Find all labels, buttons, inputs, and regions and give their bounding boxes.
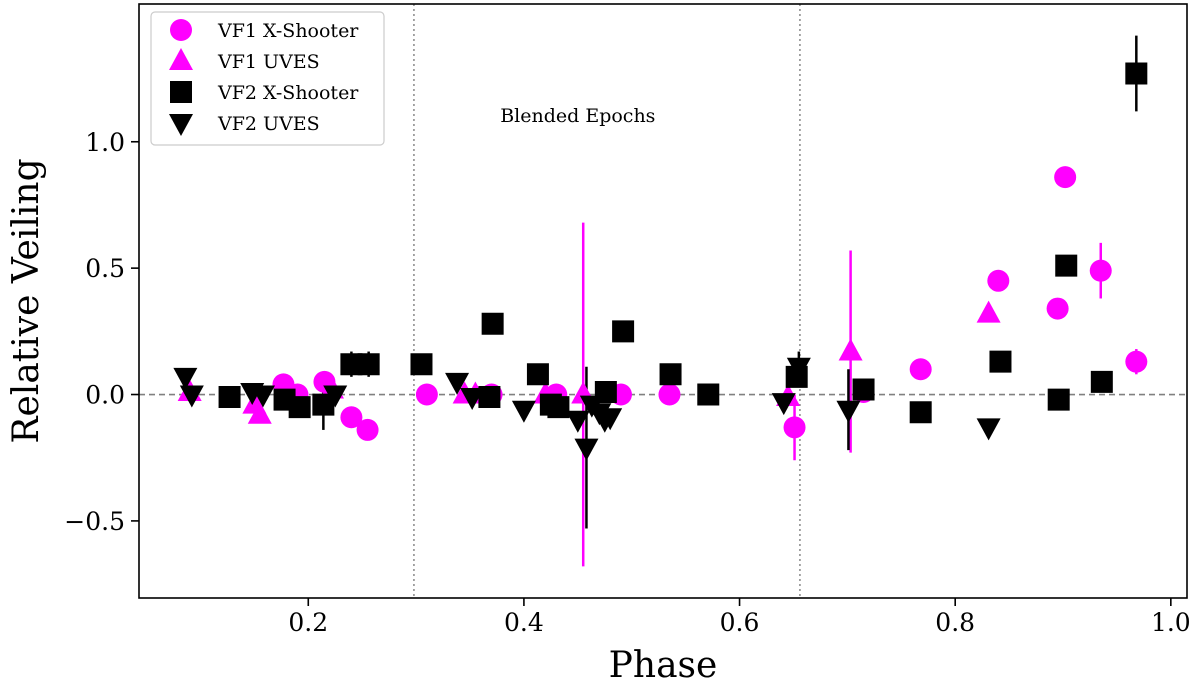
vf2-uves-point bbox=[574, 438, 599, 461]
vf2-uves-point bbox=[179, 385, 204, 408]
legend-marker bbox=[169, 114, 193, 136]
vf2-x-shooter-point bbox=[1055, 254, 1078, 277]
vf1-uves-point bbox=[838, 338, 863, 361]
vf2-x-shooter-point bbox=[909, 401, 932, 424]
vf2-x-shooter-point bbox=[697, 383, 720, 406]
vf2-uves-point bbox=[786, 357, 811, 380]
vf2-x-shooter-point bbox=[478, 386, 501, 409]
vf2-x-shooter-point bbox=[357, 353, 380, 376]
vf1-uves-point bbox=[976, 300, 1001, 323]
legend-box bbox=[150, 11, 385, 146]
vf1-x-shooter-point bbox=[356, 418, 379, 441]
vf2-uves-point bbox=[445, 372, 470, 395]
vf1-x-shooter-point bbox=[1054, 166, 1077, 189]
vf2-uves-point bbox=[771, 393, 796, 416]
vf1-x-shooter-point bbox=[415, 383, 438, 406]
legend-marker bbox=[170, 19, 192, 41]
vf1-x-shooter-point bbox=[987, 269, 1010, 292]
vf1-x-shooter-point bbox=[1125, 350, 1148, 373]
legend-label: VF2 X-Shooter bbox=[217, 82, 359, 104]
vf2-x-shooter-point bbox=[612, 320, 635, 343]
legend-marker bbox=[170, 81, 192, 103]
vf2-x-shooter-point bbox=[340, 353, 363, 376]
vf2-x-shooter-point bbox=[1125, 62, 1148, 85]
x-tick-label: 1.0 bbox=[1151, 608, 1191, 637]
legend-label: VF1 UVES bbox=[217, 51, 320, 73]
y-axis-label: Relative Veiling bbox=[6, 158, 47, 443]
vf2-uves-point bbox=[511, 400, 536, 423]
y-tick-label: 0.5 bbox=[85, 254, 125, 283]
legend: VF1 X-Shooter VF1 UVES VF2 X-Shooter VF2 UV… bbox=[150, 11, 385, 146]
legend-label: VF1 X-Shooter bbox=[217, 20, 359, 42]
vf1-uves-point bbox=[247, 401, 272, 424]
vf2-uves-point bbox=[323, 385, 348, 408]
x-tick-label: 0.6 bbox=[720, 608, 760, 637]
vf2-x-shooter-point bbox=[481, 312, 504, 335]
vf2-x-shooter-point bbox=[1090, 370, 1113, 393]
y-tick-label: 1.0 bbox=[85, 128, 125, 157]
x-tick-label: 0.8 bbox=[935, 608, 975, 637]
x-tick-label: 0.4 bbox=[504, 608, 544, 637]
plot-frame bbox=[138, 3, 1188, 599]
x-axis-label: Phase bbox=[609, 645, 718, 682]
vf2-uves-point bbox=[598, 408, 623, 431]
vf1-x-shooter-point bbox=[1046, 297, 1069, 320]
data-points bbox=[173, 62, 1148, 461]
vf2-uves-point bbox=[565, 410, 590, 433]
vf2-x-shooter-point bbox=[1047, 388, 1070, 411]
vf2-uves-point bbox=[460, 388, 485, 411]
legend-label: VF2 UVES bbox=[217, 113, 320, 135]
vf1-x-shooter-point bbox=[340, 406, 363, 429]
vf2-x-shooter-point bbox=[312, 393, 335, 416]
vf2-x-shooter-point bbox=[410, 353, 433, 376]
y-tick-label: −0.5 bbox=[64, 507, 125, 536]
vf2-uves-point bbox=[836, 400, 861, 423]
y-tick-label: 0.0 bbox=[85, 381, 125, 410]
vf1-x-shooter-point bbox=[1089, 259, 1112, 282]
vf2-x-shooter-point bbox=[526, 363, 549, 386]
x-tick-label: 0.2 bbox=[288, 608, 328, 637]
vf2-x-shooter-point bbox=[659, 363, 682, 386]
vf2-uves-point bbox=[250, 385, 275, 408]
error-bars bbox=[322, 35, 1138, 567]
axes: 0.2 0.4 0.6 0.8 1.0 −0.5 0.0 0.5 1.0 bbox=[64, 128, 1190, 637]
vf2-x-shooter-point bbox=[989, 350, 1012, 373]
legend-marker bbox=[169, 48, 193, 70]
vf2-x-shooter-point bbox=[852, 378, 875, 401]
vf1-x-shooter-point bbox=[658, 383, 681, 406]
vf1-x-shooter-point bbox=[909, 358, 932, 381]
vf2-x-shooter-point bbox=[288, 396, 311, 419]
blended-epochs-annotation: Blended Epochs bbox=[500, 105, 655, 127]
vf2-x-shooter-point bbox=[218, 386, 241, 409]
vf2-uves-point bbox=[173, 367, 198, 390]
vf1-x-shooter-point bbox=[783, 416, 806, 439]
vf2-x-shooter-point bbox=[547, 396, 570, 419]
vf2-uves-point bbox=[976, 418, 1001, 441]
